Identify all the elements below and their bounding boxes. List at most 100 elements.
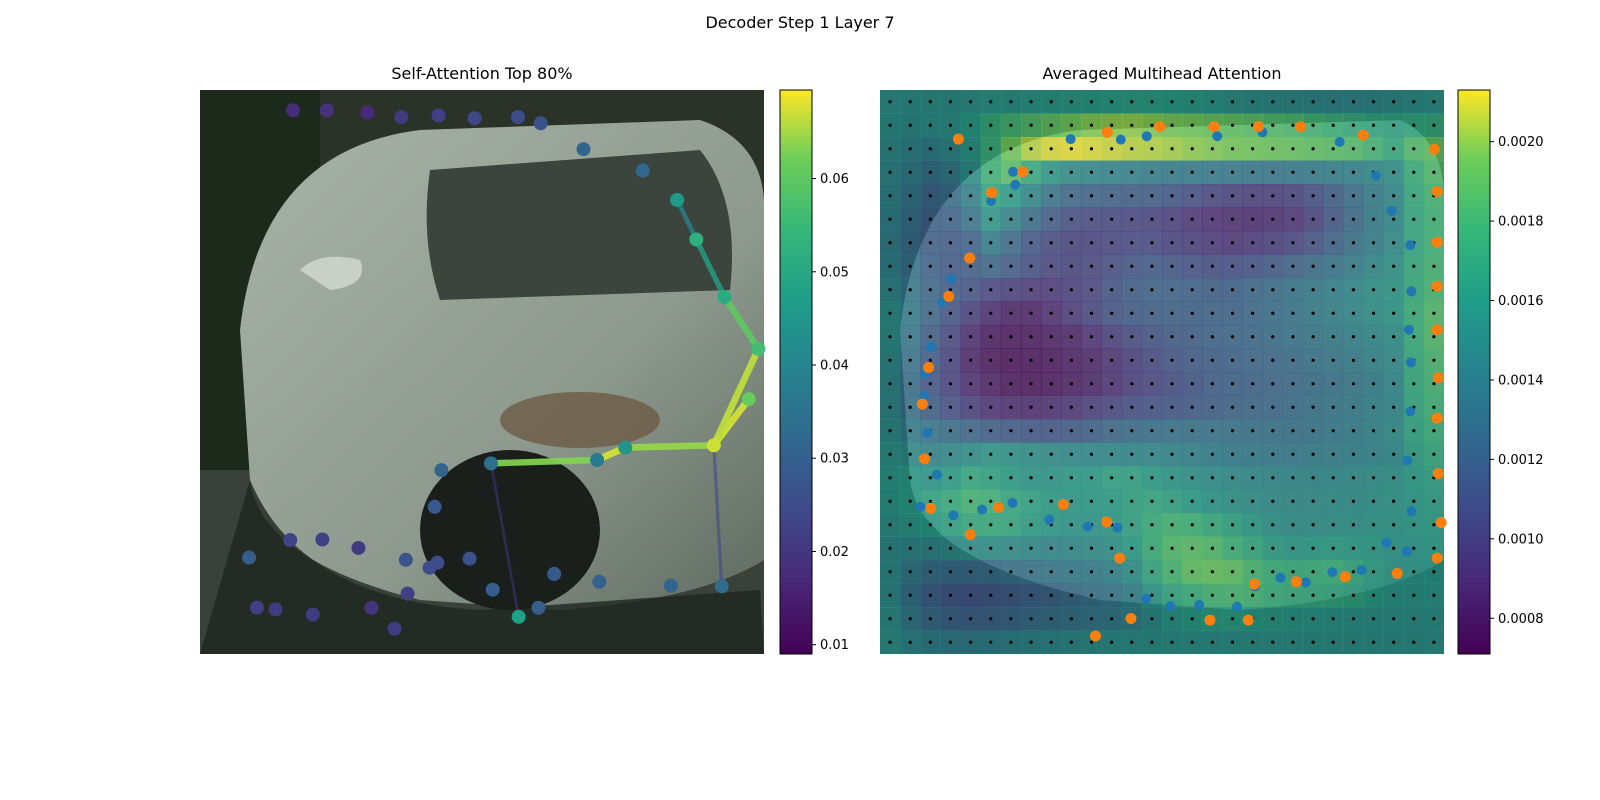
left-point-11	[689, 232, 704, 247]
grid-dot	[1170, 640, 1174, 644]
grid-dot	[1210, 288, 1214, 292]
grid-dot	[1089, 405, 1094, 409]
grid-dot	[1392, 264, 1396, 268]
grid-dot	[969, 147, 973, 151]
grid-dot	[1230, 405, 1235, 409]
orange-point-17	[1339, 571, 1351, 583]
left-point-20	[427, 499, 442, 514]
orange-point-28	[964, 528, 976, 540]
grid-dot	[1069, 476, 1073, 480]
figure-title: Decoder Step 1 Layer 7	[705, 13, 895, 32]
grid-dot	[1230, 100, 1235, 104]
grid-dot	[1432, 100, 1436, 104]
grid-dot	[1412, 476, 1416, 480]
grid-dot	[948, 147, 953, 151]
blue-point-40	[986, 196, 997, 207]
grid-dot	[1210, 335, 1214, 339]
grid-dot	[948, 288, 953, 292]
grid-dot	[1331, 452, 1335, 456]
grid-dot	[1049, 194, 1053, 198]
grid-dot	[1110, 170, 1114, 174]
grid-dot	[989, 123, 993, 127]
grid-dot	[1210, 405, 1214, 409]
grid-dot	[969, 476, 973, 480]
grid-dot	[1351, 311, 1355, 315]
grid-dot	[1049, 358, 1053, 362]
grid-dot	[1331, 311, 1335, 315]
left-point-2	[360, 105, 375, 120]
grid-dot	[1331, 170, 1335, 174]
grid-dot	[1150, 311, 1154, 315]
grid-dot	[908, 194, 912, 198]
grid-dot	[908, 617, 912, 621]
grid-dot	[1251, 217, 1255, 221]
grid-dot	[948, 358, 953, 362]
grid-dot	[928, 546, 932, 550]
grid-dot	[1089, 194, 1094, 198]
blue-point-34	[922, 427, 933, 438]
grid-dot	[1230, 476, 1235, 480]
grid-dot	[1432, 546, 1436, 550]
grid-dot	[1371, 264, 1376, 268]
blue-point-41	[1008, 166, 1019, 177]
grid-dot	[1331, 476, 1335, 480]
grid-dot	[908, 570, 912, 574]
grid-dot	[969, 382, 973, 386]
grid-dot	[1110, 429, 1114, 433]
grid-dot	[1371, 570, 1376, 574]
grid-dot	[1392, 170, 1396, 174]
grid-dot	[1069, 405, 1073, 409]
grid-dot	[1110, 499, 1114, 503]
grid-dot	[989, 499, 993, 503]
grid-dot	[1049, 429, 1053, 433]
left-point-10	[670, 192, 685, 207]
orange-point-7	[1431, 186, 1443, 198]
grid-dot	[1291, 499, 1295, 503]
grid-dot	[1271, 194, 1275, 198]
grid-dot	[1351, 100, 1355, 104]
grid-dot	[1150, 617, 1154, 621]
attention-line-1	[710, 345, 762, 449]
grid-dot	[1089, 452, 1094, 456]
grid-dot	[1311, 194, 1315, 198]
grid-dot	[928, 358, 932, 362]
grid-dot	[1291, 170, 1295, 174]
blue-point-24	[1165, 601, 1176, 612]
grid-dot	[1351, 523, 1355, 527]
left-colorbar-tick-label-5: 0.06	[820, 172, 849, 187]
grid-dot	[1251, 100, 1255, 104]
grid-dot	[969, 499, 973, 503]
grid-dot	[948, 499, 953, 503]
left-point-35	[485, 582, 500, 597]
grid-dot	[1210, 429, 1214, 433]
grid-dot	[969, 100, 973, 104]
grid-dot	[1110, 335, 1114, 339]
grid-dot	[1150, 217, 1154, 221]
grid-dot	[1069, 241, 1073, 245]
grid-dot	[1271, 311, 1275, 315]
grid-dot	[1150, 147, 1154, 151]
blue-point-33	[931, 469, 942, 480]
grid-dot	[1049, 640, 1053, 644]
grid-dot	[908, 382, 912, 386]
grid-dot	[1251, 241, 1255, 245]
grid-dot	[1392, 523, 1396, 527]
grid-dot	[1271, 499, 1275, 503]
grid-dot	[1251, 546, 1255, 550]
left-point-40	[663, 578, 678, 593]
grid-dot	[969, 335, 973, 339]
grid-dot	[1331, 358, 1335, 362]
grid-dot	[1291, 429, 1295, 433]
grid-dot	[928, 499, 932, 503]
left-point-24	[364, 600, 379, 615]
grid-dot	[1351, 358, 1355, 362]
grid-dot	[1210, 147, 1214, 151]
grid-dot	[1291, 335, 1295, 339]
blue-point-13	[1402, 455, 1413, 466]
grid-dot	[1351, 476, 1355, 480]
grid-dot	[1069, 452, 1073, 456]
grid-dot	[1110, 194, 1114, 198]
grid-dot	[1311, 476, 1315, 480]
grid-dot	[1210, 264, 1214, 268]
grid-dot	[1009, 405, 1013, 409]
